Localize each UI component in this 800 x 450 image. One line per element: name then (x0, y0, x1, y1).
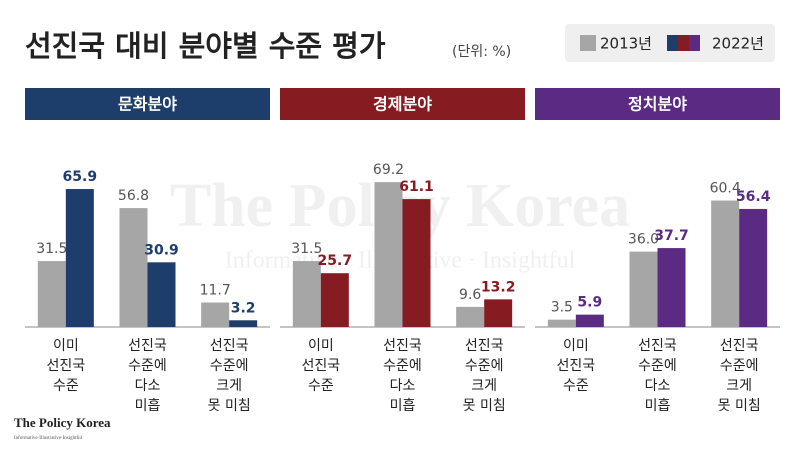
x-tick-label: 선진국 (465, 338, 504, 354)
bar (575, 314, 604, 327)
bar (320, 273, 349, 327)
x-tick-label: 수준에 (720, 358, 759, 374)
value-label: 11.7 (200, 283, 231, 299)
x-tick-label: 다소 (645, 378, 671, 394)
x-tick-label: 못 미침 (208, 398, 251, 414)
bar (629, 251, 658, 327)
x-tick-label: 미흡 (645, 398, 671, 414)
x-tick-label: 선진국 (383, 338, 422, 354)
value-label: 37.7 (654, 228, 689, 244)
legend-label: 2022년 (712, 35, 764, 53)
x-tick-label: 미흡 (390, 398, 416, 414)
x-tick-label: 선진국 (638, 338, 677, 354)
subtitle: (단위: %) (452, 44, 511, 60)
value-label: 30.9 (144, 242, 179, 258)
x-tick-label: 미흡 (135, 398, 161, 414)
panel-header (535, 88, 780, 120)
value-label: 3.5 (551, 300, 573, 316)
bar (229, 320, 258, 327)
x-tick-label: 수준에 (638, 358, 677, 374)
bar (65, 189, 94, 327)
value-label: 61.1 (399, 179, 434, 195)
panel-header (280, 88, 525, 120)
bar (292, 261, 321, 327)
bar (201, 302, 230, 327)
logo-tagline: Informative·Illustrative·Insightful (14, 436, 83, 441)
x-tick-label: 수준 (563, 378, 589, 394)
bar (119, 208, 148, 327)
value-label: 9.6 (459, 287, 481, 303)
value-label: 56.4 (736, 189, 771, 205)
value-label: 65.9 (63, 169, 98, 185)
bar (147, 262, 176, 327)
x-tick-label: 수준에 (210, 358, 249, 374)
x-tick-label: 크게 (216, 378, 242, 394)
x-tick-label: 수준 (308, 378, 334, 394)
x-tick-label: 못 미침 (718, 398, 761, 414)
value-label: 60.4 (710, 181, 741, 197)
title: 선진국 대비 분야별 수준 평가 (25, 29, 386, 63)
legend-swatch (580, 35, 596, 51)
bar (37, 261, 66, 327)
x-tick-label: 선진국 (128, 338, 167, 354)
logo: The Policy Korea (14, 415, 111, 430)
value-label: 56.8 (118, 188, 149, 204)
legend-swatch (678, 35, 689, 51)
x-tick-label: 다소 (135, 378, 161, 394)
bar (402, 199, 431, 327)
bar (484, 299, 513, 327)
bar (657, 248, 686, 327)
x-tick-label: 수준에 (383, 358, 422, 374)
bar (739, 208, 768, 327)
value-label: 5.9 (577, 295, 602, 311)
panel-title: 경제분야 (373, 95, 432, 114)
x-tick-label: 크게 (471, 378, 497, 394)
x-tick-label: 이미 (53, 338, 79, 354)
value-label: 25.7 (318, 253, 353, 269)
x-tick-label: 다소 (390, 378, 416, 394)
value-label: 69.2 (373, 162, 404, 178)
x-tick-label: 이미 (308, 338, 334, 354)
x-tick-label: 선진국 (302, 358, 341, 374)
value-label: 3.2 (231, 300, 256, 316)
panel-title: 정치분야 (628, 95, 687, 114)
legend-label: 2013년 (600, 35, 652, 53)
x-tick-label: 선진국 (47, 358, 86, 374)
x-tick-label: 수준 (53, 378, 79, 394)
x-tick-label: 선진국 (210, 338, 249, 354)
bar (374, 182, 403, 327)
value-label: 31.5 (291, 241, 322, 257)
x-tick-label: 선진국 (557, 358, 596, 374)
x-tick-label: 이미 (563, 338, 589, 354)
panel-title: 문화분야 (118, 95, 177, 114)
bar (547, 319, 576, 327)
legend-swatch (689, 35, 700, 51)
value-label: 36.0 (628, 232, 659, 248)
legend-swatch (667, 35, 678, 51)
x-tick-label: 선진국 (720, 338, 759, 354)
panel-header (25, 88, 270, 120)
x-tick-label: 수준에 (128, 358, 167, 374)
bar (456, 306, 485, 327)
x-tick-label: 못 미침 (463, 398, 506, 414)
x-tick-label: 수준에 (465, 358, 504, 374)
bar (711, 200, 740, 327)
value-label: 13.2 (481, 279, 516, 295)
value-label: 31.5 (36, 241, 67, 257)
x-tick-label: 크게 (726, 378, 752, 394)
